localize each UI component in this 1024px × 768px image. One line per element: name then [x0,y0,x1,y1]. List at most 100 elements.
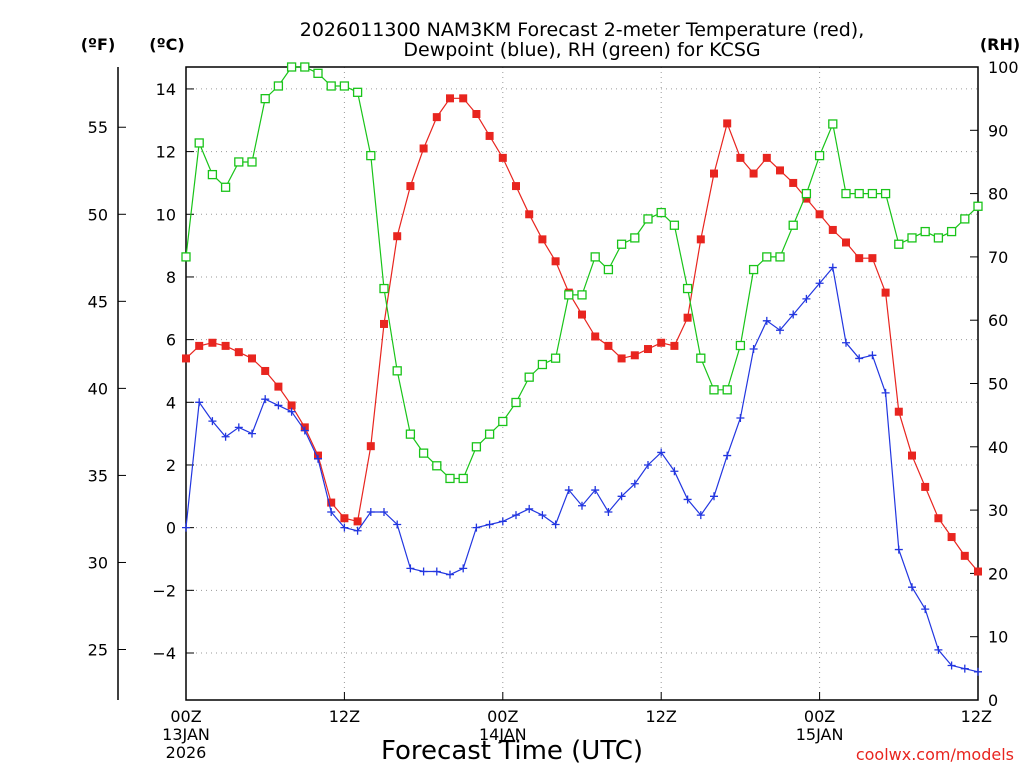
dewpoint-point [419,567,428,576]
rh-tick-label: 10 [988,628,1008,647]
time-tick-label: 13JAN [162,725,210,744]
dewpoint-point [340,523,349,532]
dewpoint-point [380,507,388,516]
dewpoint-point [644,460,652,469]
dewpoint-point [446,570,454,579]
rh-point [194,138,204,148]
temperature-point [287,401,296,410]
dewpoint-point [261,395,270,404]
temperature-point [789,178,798,187]
rh-point [313,68,323,78]
temperature-point [340,514,349,523]
rh-point [682,283,693,294]
dewpoint-point [274,401,283,410]
temperature-point [578,310,586,319]
celsius-tick-label: 2 [166,456,176,475]
rh-point [669,220,680,230]
rh-point [748,264,759,275]
celsius-tick-label: 10 [156,205,176,224]
series-layer [181,62,983,676]
temperature-point [459,94,468,103]
temperature-point [221,341,230,350]
rh-point [339,81,350,91]
fahrenheit-tick-label: 50 [88,205,108,224]
time-tick-label: 12Z [961,707,992,726]
dewpoint-point [868,351,877,360]
rh-point [511,397,521,408]
rh-point [920,226,930,237]
fahrenheit-axis-unit: (ºF) [81,35,116,54]
temperature-point [419,144,428,153]
dewpoint-point [789,310,798,319]
rh-tick-label: 80 [988,185,1008,204]
temperature-point [630,351,639,360]
rh-point [418,448,429,458]
dewpoint-point [736,413,745,422]
rh-point [656,207,666,218]
chart-title-line-2: Dewpoint (blue), RH (green) for KCSG [403,39,760,61]
fahrenheit-tick-label: 25 [88,641,108,660]
dewpoint-point [564,486,573,495]
dewpoint-point [459,564,468,573]
temperature-point [353,517,362,526]
dewpoint-point [894,545,903,554]
rh-point [247,157,257,167]
rh-point [801,188,812,199]
celsius-axis-unit: (ºC) [149,35,184,54]
temperature-point [604,341,613,350]
rh-point [207,169,218,180]
rh-tick-label: 30 [988,501,1008,520]
dewpoint-point [855,354,864,363]
temperature-point [947,533,956,542]
dewpoint-point [815,279,824,288]
time-tick-label: 14JAN [479,725,527,744]
dewpoint-point [538,511,547,520]
dewpoint-point [657,448,666,457]
celsius-tick-label: −2 [152,581,176,600]
dewpoint-point [908,583,916,592]
rh-tick-label: 100 [988,58,1019,77]
chart-title-line-1: 2026011300 NAM3KM Forecast 2-meter Tempe… [300,19,864,41]
temperature-point [749,169,758,178]
temperature-point [881,288,890,297]
dewpoint-point [525,504,534,513]
rh-point [841,188,851,199]
rh-tick-label: 0 [988,691,998,710]
dewpoint-point [578,501,586,510]
temperature-point [736,153,745,162]
temperature-point [248,354,256,363]
temperature-point [657,338,666,347]
rh-point [300,62,310,72]
temperature-point [472,110,481,119]
rh-tick-label: 20 [988,564,1008,583]
time-tick-label: 12Z [329,707,360,726]
fahrenheit-ticks: 55 50 45 40 35 30 25 [88,118,126,660]
temperature-point [512,182,520,191]
credit-link[interactable]: coolwx.com/models [856,745,1014,764]
rh-line [185,66,979,480]
temperature-point [208,338,217,347]
dewpoint-point [934,645,943,654]
rh-point [405,429,416,439]
dewpoint-point [960,664,969,673]
dewpoint-point [327,507,336,516]
time-tick-label: 12Z [646,707,677,726]
rh-tick-label: 40 [988,438,1008,457]
dewpoint-point [723,451,732,460]
rh-point [696,353,706,363]
rh-point [273,81,284,91]
dewpoint-point [353,526,362,535]
series-rh [181,62,983,484]
celsius-tick-label: −4 [152,644,176,663]
chart-title: 2026011300 NAM3KM Forecast 2-meter Tempe… [300,19,864,61]
temperature-point [921,482,930,491]
celsius-tick-label: 14 [156,80,176,99]
rh-point [603,264,614,275]
dewpoint-point [314,454,322,463]
rh-point [432,461,442,471]
temperature-point [670,341,679,350]
temperature-point [485,131,494,140]
dewpoint-point [762,316,771,325]
rh-point [616,239,627,249]
